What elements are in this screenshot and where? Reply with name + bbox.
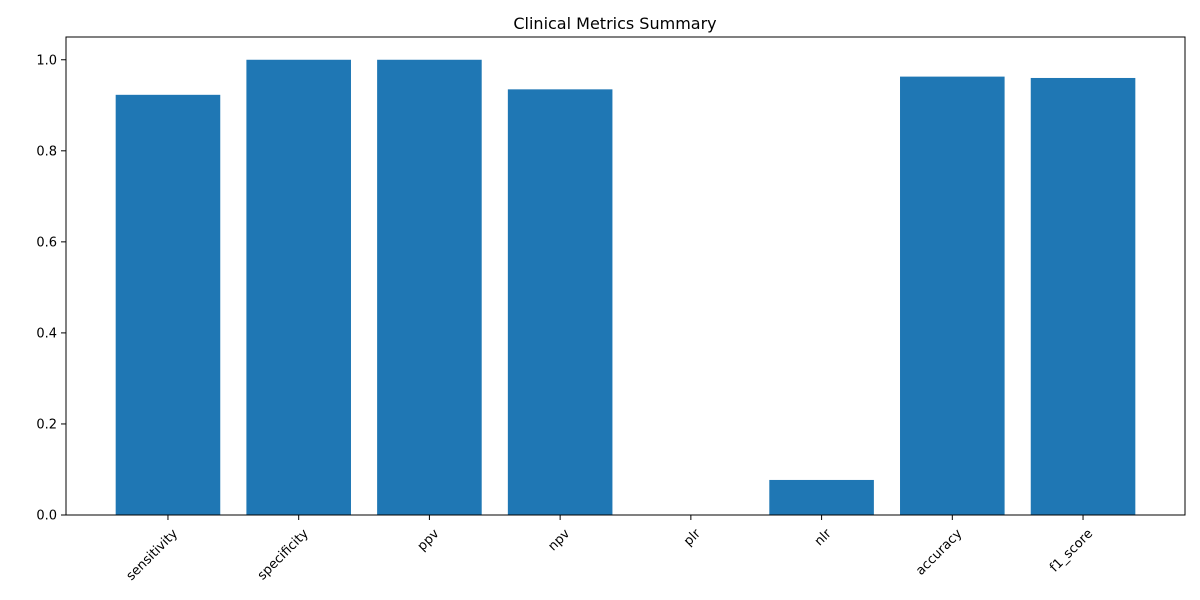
plot-frame	[65, 36, 1186, 516]
y-tick-label: 0.4	[36, 326, 57, 341]
y-tick-label: 0.2	[36, 417, 57, 432]
bar-ppv	[377, 59, 482, 515]
x-tick-label-npv: npv	[545, 526, 573, 554]
chart-title: Clinical Metrics Summary	[513, 14, 716, 33]
bar-specificity	[246, 59, 351, 515]
x-tick-label-f1_score: f1_score	[1047, 526, 1096, 575]
x-tick-label-plr: plr	[681, 526, 704, 549]
y-tick-label: 1.0	[36, 53, 57, 68]
y-tick-label: 0.0	[36, 509, 57, 524]
x-tick-label-accuracy: accuracy	[913, 526, 965, 578]
y-tick-label: 0.6	[36, 235, 57, 250]
bar-accuracy	[900, 76, 1005, 516]
bar-npv	[507, 89, 613, 515]
x-axis: sensitivity specificity ppv npv plr nlr accura…	[124, 515, 1096, 584]
y-axis: 0.0 0.2 0.4 0.6 0.8 1.0	[36, 53, 66, 524]
bar-sensitivity	[115, 94, 221, 515]
x-tick-label-sensitivity: sensitivity	[124, 526, 182, 584]
bars-group	[115, 59, 1136, 516]
bar-nlr	[769, 479, 874, 515]
x-tick-label-nlr: nlr	[812, 526, 835, 549]
bar-f1_score	[1030, 77, 1136, 515]
y-tick-label: 0.8	[36, 144, 57, 159]
x-tick-label-specificity: specificity	[255, 526, 312, 583]
x-tick-label-ppv: ppv	[415, 526, 443, 554]
